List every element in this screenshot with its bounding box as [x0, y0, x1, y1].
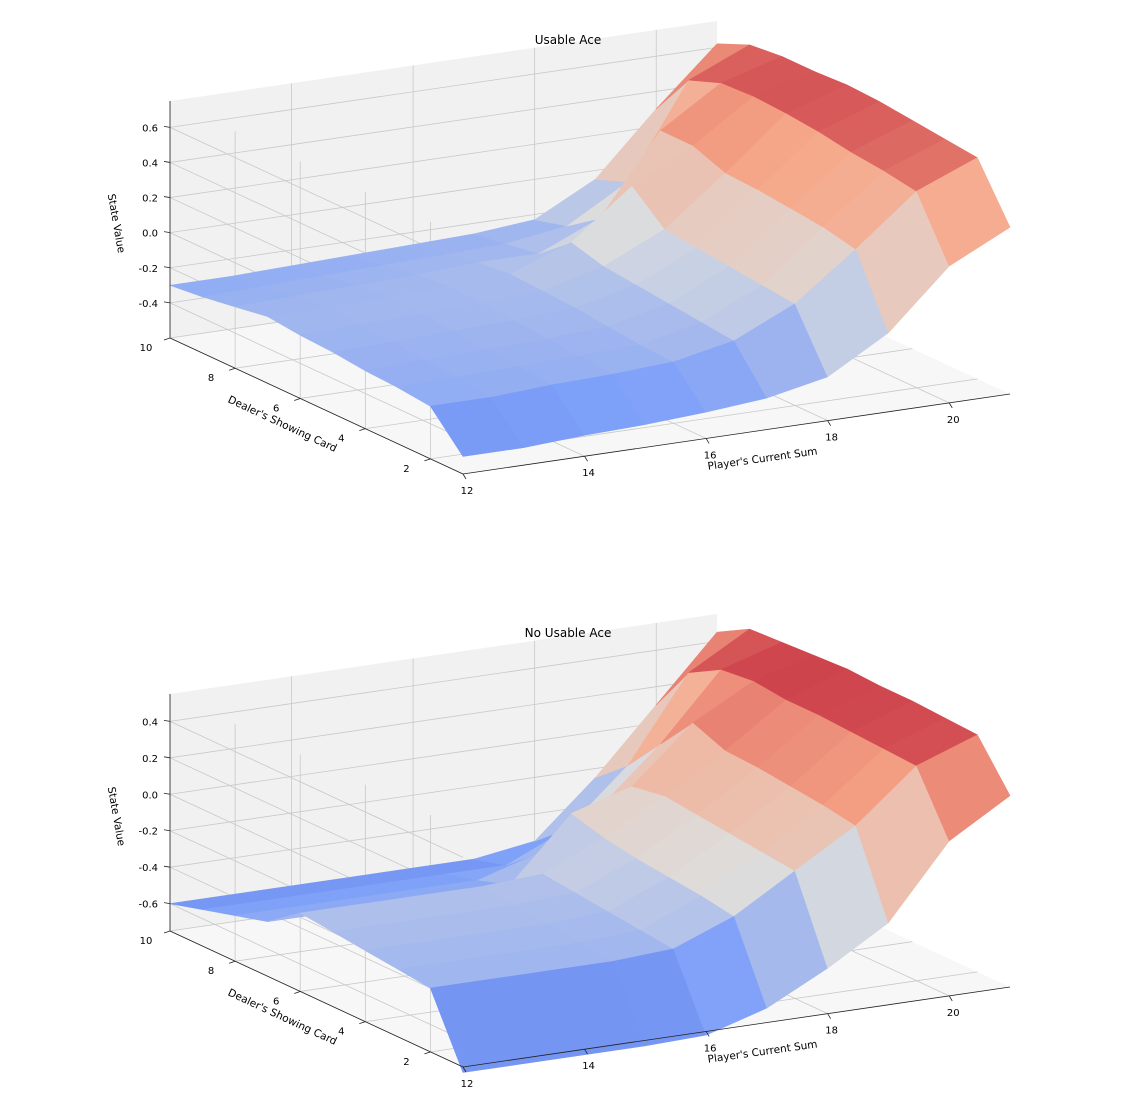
y-tick-mark	[163, 337, 171, 341]
z-tick-mark	[163, 902, 171, 905]
z-tick-label: 0.4	[142, 717, 158, 728]
z-tick-label: -0.6	[138, 900, 158, 911]
y-tick-label: 6	[273, 996, 279, 1007]
z-tick-mark	[163, 829, 171, 832]
y-tick-mark	[294, 991, 301, 994]
y-tick-mark	[294, 398, 301, 401]
y-tick-label: 4	[338, 1027, 344, 1038]
x-tick-mark	[705, 438, 710, 444]
z-tick-label: -0.4	[138, 299, 158, 310]
x-tick-label: 12	[461, 486, 474, 497]
grid-back-z	[169, 640, 718, 722]
chart-title: No Usable Ace	[525, 626, 612, 640]
y-tick-label: 8	[208, 373, 214, 384]
x-tick-label: 18	[825, 433, 838, 444]
y-tick-mark	[228, 960, 236, 964]
z-tick-mark	[163, 196, 171, 198]
x-tick-mark	[827, 1013, 832, 1019]
z-tick-mark	[163, 301, 171, 304]
z-tick-label: 0.6	[142, 123, 158, 134]
y-axis-line	[169, 930, 464, 1068]
grid-left-z	[169, 302, 464, 440]
x-tick-mark	[948, 995, 953, 1002]
y-tick-mark	[228, 367, 236, 371]
surface-patch	[916, 157, 1011, 267]
surface-panel-2: 1214161820246810-0.6-0.4-0.20.00.20.4Pla…	[105, 614, 1011, 1090]
z-tick-label: 0.0	[142, 790, 158, 801]
grid-left-z	[169, 720, 464, 858]
z-tick-mark	[163, 865, 171, 868]
y-tick-mark	[163, 930, 171, 934]
grid-left-z	[169, 126, 464, 264]
x-tick-label: 14	[582, 1061, 595, 1072]
y-tick-mark	[359, 428, 366, 432]
y-tick-mark	[359, 1021, 366, 1025]
y-tick-label: 8	[208, 966, 214, 977]
z-tick-mark	[163, 266, 171, 269]
y-tick-label: 10	[140, 936, 153, 947]
grid-back-z	[169, 46, 718, 128]
z-tick-label: 0.0	[142, 229, 158, 240]
x-tick-mark	[584, 1049, 588, 1055]
x-tick-label: 16	[704, 1043, 717, 1054]
x-tick-label: 20	[947, 415, 960, 426]
z-tick-label: 0.4	[142, 158, 158, 169]
grid-left-z	[169, 903, 464, 1041]
z-tick-mark	[163, 756, 171, 759]
x-tick-mark	[705, 1031, 710, 1037]
surface-patch	[916, 734, 1011, 842]
z-tick-mark	[163, 719, 171, 722]
surface	[169, 628, 1011, 1073]
x-tick-mark	[462, 1066, 467, 1073]
z-tick-label: 0.2	[142, 194, 158, 205]
x-axis-line	[462, 393, 1011, 475]
x-axis-line	[462, 986, 1011, 1068]
y-tick-label: 2	[403, 464, 409, 475]
y-tick-label: 4	[338, 434, 344, 445]
grid-back-z	[169, 82, 718, 163]
y-tick-mark	[424, 1051, 431, 1055]
surface-panel-1: 1214161820246810-0.4-0.20.00.20.40.6Play…	[105, 21, 1011, 497]
grid-back-z	[169, 713, 718, 795]
z-tick-mark	[163, 792, 171, 795]
x-tick-mark	[462, 473, 467, 480]
z-tick-mark	[163, 125, 171, 128]
x-tick-label: 20	[947, 1008, 960, 1019]
chart-title: Usable Ace	[535, 33, 602, 47]
z-tick-label: -0.2	[138, 264, 158, 275]
grid-back-z	[169, 677, 718, 759]
z-tick-mark	[163, 231, 171, 234]
x-tick-label: 12	[461, 1079, 474, 1090]
x-tick-label: 16	[704, 450, 717, 461]
z-tick-label: 0.2	[142, 754, 158, 765]
x-tick-mark	[584, 456, 588, 462]
x-tick-label: 14	[582, 468, 595, 479]
grid-left-z	[169, 866, 464, 1004]
y-axis-line	[169, 337, 464, 475]
y-tick-mark	[424, 458, 431, 462]
grid-back-z	[169, 117, 718, 198]
x-tick-mark	[827, 420, 832, 426]
x-tick-label: 18	[825, 1026, 838, 1037]
z-tick-label: -0.2	[138, 827, 158, 838]
x-tick-mark	[948, 402, 953, 409]
z-tick-mark	[163, 161, 171, 163]
z-tick-label: -0.4	[138, 863, 158, 874]
y-tick-label: 6	[273, 403, 279, 414]
y-tick-label: 2	[403, 1057, 409, 1068]
surface	[169, 43, 1011, 457]
y-tick-label: 10	[140, 343, 153, 354]
